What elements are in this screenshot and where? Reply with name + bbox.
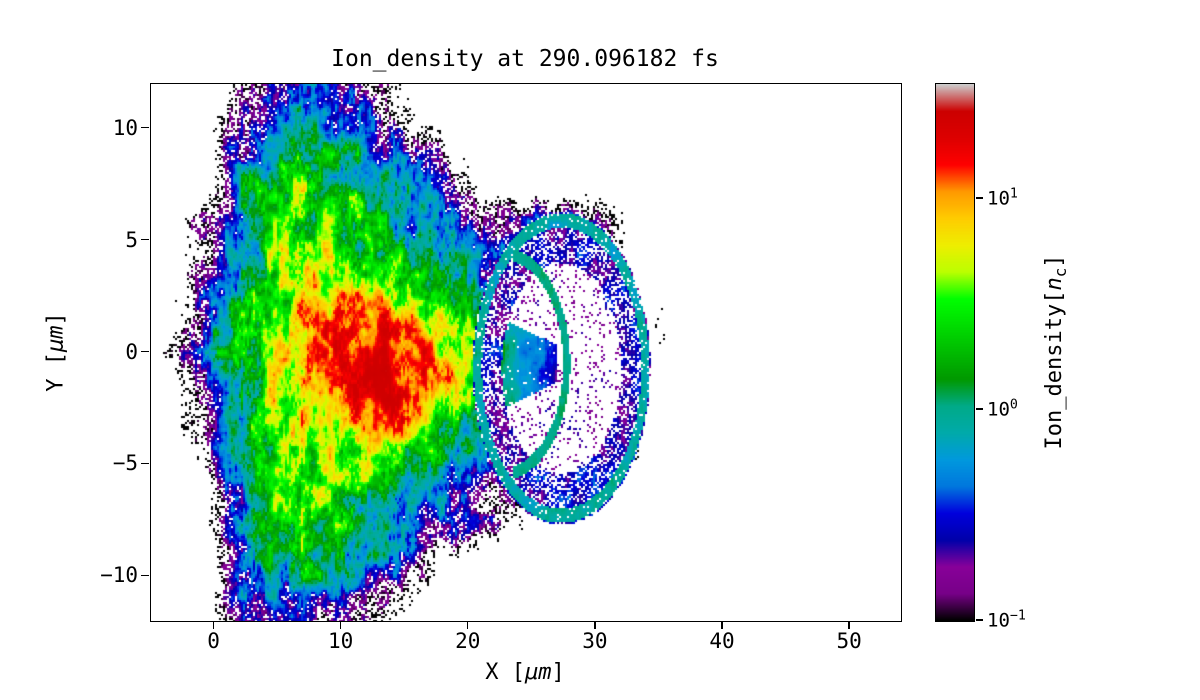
chart-title: Ion_density at 290.096182 fs (331, 46, 719, 72)
x-tick-label: 10 (328, 629, 354, 653)
colorbar-tick-label: 10−1 (987, 608, 1026, 631)
x-tick-label: 40 (709, 629, 735, 653)
colorbar-tick-label: 100 (987, 397, 1018, 420)
colorbar-tick-exponent: −1 (1009, 608, 1026, 624)
colorbar-tick-base: 10 (987, 187, 1010, 210)
colorbar-label-symbol: n (1041, 277, 1067, 291)
x-axis-label: X [μm] (150, 660, 900, 685)
plot-area (150, 83, 902, 622)
x-tick-mark (721, 621, 723, 629)
colorbar (935, 83, 975, 622)
y-tick-mark (141, 238, 149, 241)
x-tick-mark (212, 621, 215, 629)
colorbar-tick-exponent: 1 (1009, 186, 1018, 202)
x-tick-label: 20 (455, 629, 481, 653)
colorbar-tick-mark (975, 619, 983, 621)
x-tick-label: 50 (836, 629, 862, 653)
colorbar-label-subscript: c (1051, 267, 1071, 278)
y-tick-mark (141, 127, 149, 129)
colorbar-tick-exponent: 0 (1009, 397, 1018, 413)
x-tick-mark (594, 621, 596, 629)
x-tick-mark (467, 621, 469, 629)
x-tick-mark (848, 621, 850, 629)
y-tick-label: 0 (125, 339, 138, 364)
colorbar-label: Ion_density[nc] (1042, 255, 1070, 450)
x-axis-label-close: ] (551, 660, 565, 685)
colorbar-tick-mark (975, 197, 983, 199)
y-tick-mark (141, 574, 149, 576)
colorbar-tick-base: 10 (987, 398, 1010, 421)
y-tick-mark (141, 350, 149, 353)
y-tick-label: 5 (125, 227, 138, 252)
colorbar-tick-base: 10 (987, 609, 1010, 632)
x-tick-label: 30 (582, 629, 608, 653)
colorbar-label-text: Ion_density[ (1041, 290, 1067, 450)
x-axis-label-text: X [ (485, 660, 525, 685)
colorbar-gradient-canvas (936, 84, 974, 621)
x-tick-label: 0 (207, 629, 220, 653)
y-tick-label: 10 (112, 115, 138, 140)
colorbar-label-close: ] (1041, 254, 1067, 268)
y-tick-label: −10 (100, 563, 138, 588)
colorbar-tick-mark (975, 408, 983, 410)
y-tick-label: −5 (112, 451, 138, 476)
x-axis-label-unit: μm (525, 660, 552, 685)
y-axis-label-close: ] (43, 312, 69, 326)
colorbar-tick-label: 101 (987, 186, 1018, 209)
y-tick-mark (141, 462, 149, 465)
x-tick-mark (339, 621, 342, 629)
heatmap-canvas (151, 84, 901, 621)
